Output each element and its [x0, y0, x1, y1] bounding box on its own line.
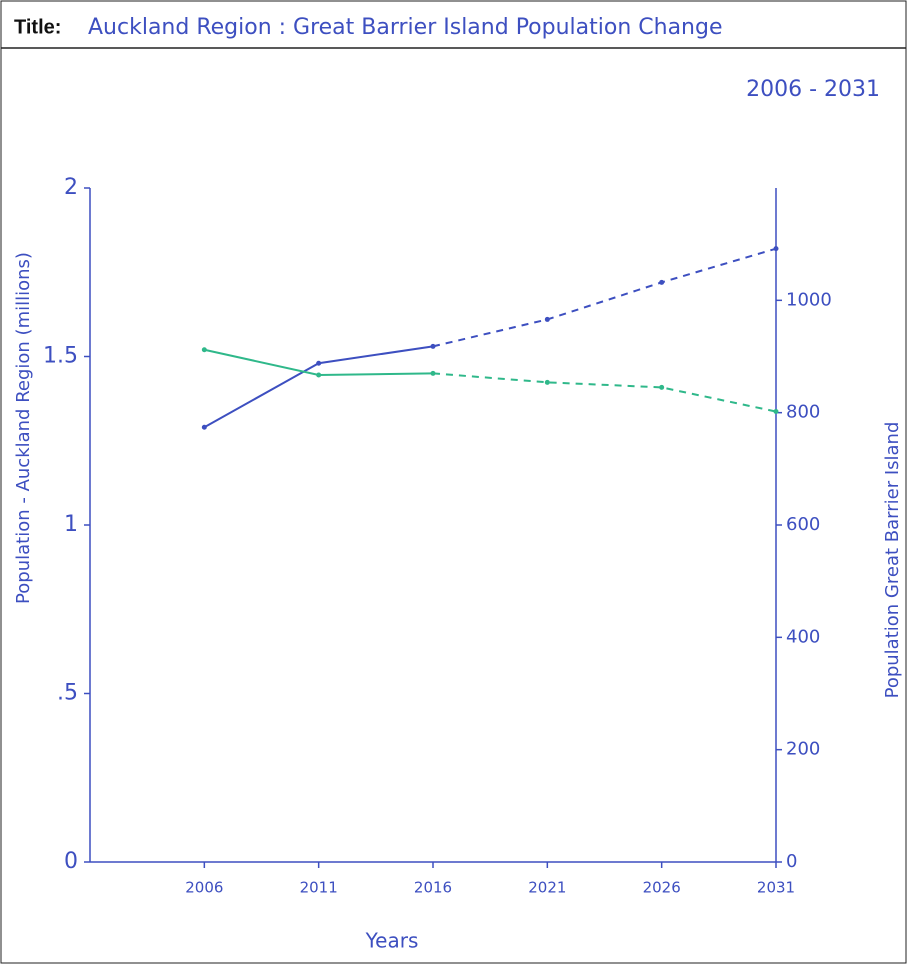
data-point: [431, 344, 436, 349]
data-point: [316, 361, 321, 366]
y2-tick-label: 1000: [786, 289, 832, 310]
y2-tick-label: 800: [786, 402, 820, 423]
series-line: [204, 346, 433, 427]
y-tick-label: 1: [64, 512, 78, 537]
chart-subtitle: 2006 - 2031: [746, 77, 880, 102]
x-tick-label: 2026: [643, 879, 681, 897]
y-tick-label: 2: [64, 175, 78, 200]
y-tick-label: 0: [64, 849, 78, 874]
y-tick-label: 1.5: [43, 344, 78, 369]
header-label: Title:: [14, 16, 61, 38]
y2-tick-label: 200: [786, 739, 820, 760]
y2-tick-label: 600: [786, 514, 820, 535]
x-tick-label: 2021: [528, 879, 566, 897]
x-axis-label: Years: [365, 929, 419, 953]
y2-tick-label: 400: [786, 626, 820, 647]
data-point: [659, 280, 664, 285]
chart: Title: Auckland Region : Great Barrier I…: [0, 0, 907, 964]
data-point: [545, 317, 550, 322]
page-border: [1, 1, 906, 963]
y-axis-label: Population - Auckland Region (millions): [13, 252, 34, 604]
x-tick-label: 2011: [300, 879, 338, 897]
chart-title: Auckland Region : Great Barrier Island P…: [88, 15, 723, 40]
x-tick-label: 2016: [414, 879, 452, 897]
y-tick-label: .5: [57, 681, 78, 706]
y2-axis-label: Population Great Barrier Island: [882, 422, 903, 699]
data-point: [431, 371, 436, 376]
data-point: [202, 347, 207, 352]
y2-tick-label: 0: [786, 851, 797, 872]
data-point: [774, 409, 779, 414]
x-tick-label: 2006: [185, 879, 223, 897]
data-point: [202, 425, 207, 430]
data-point: [316, 373, 321, 378]
data-point: [659, 385, 664, 390]
x-tick-label: 2031: [757, 879, 795, 897]
data-point: [774, 246, 779, 251]
projected-line: [433, 373, 776, 411]
data-point: [545, 380, 550, 385]
projected-line: [433, 249, 776, 347]
